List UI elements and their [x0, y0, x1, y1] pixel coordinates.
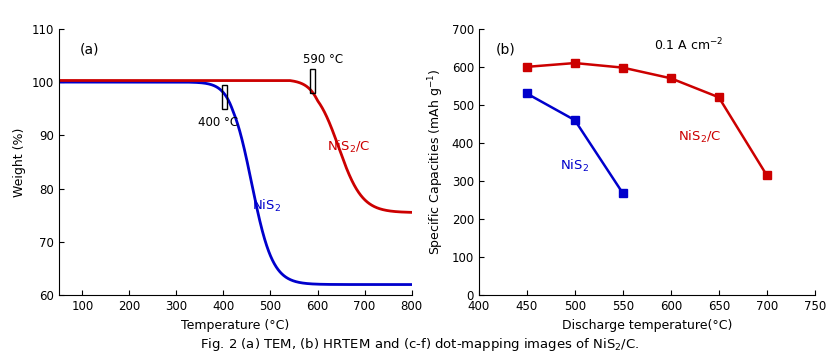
Text: NiS$_2$/C: NiS$_2$/C	[679, 129, 722, 145]
Text: (b): (b)	[496, 42, 516, 56]
Text: NiS$_2$: NiS$_2$	[560, 158, 590, 174]
Text: Fig. 2 (a) TEM, (b) HRTEM and (c-f) dot-mapping images of NiS$_2$/C.: Fig. 2 (a) TEM, (b) HRTEM and (c-f) dot-…	[200, 336, 640, 353]
Text: 590 °C: 590 °C	[303, 53, 344, 66]
X-axis label: Temperature (°C): Temperature (°C)	[181, 319, 289, 332]
Text: NiS$_2$/C: NiS$_2$/C	[327, 139, 370, 156]
Text: (a): (a)	[80, 42, 99, 56]
Text: NiS$_2$: NiS$_2$	[252, 198, 281, 214]
X-axis label: Discharge temperature(°C): Discharge temperature(°C)	[562, 319, 732, 332]
Y-axis label: Specific Capacities (mAh g$^{-1}$): Specific Capacities (mAh g$^{-1}$)	[427, 69, 446, 255]
Text: 0.1 A cm$^{-2}$: 0.1 A cm$^{-2}$	[654, 36, 723, 53]
Bar	[309, 69, 315, 93]
Bar	[222, 85, 227, 109]
Y-axis label: Weight (%): Weight (%)	[13, 127, 26, 197]
Text: 400 °C: 400 °C	[197, 116, 238, 129]
